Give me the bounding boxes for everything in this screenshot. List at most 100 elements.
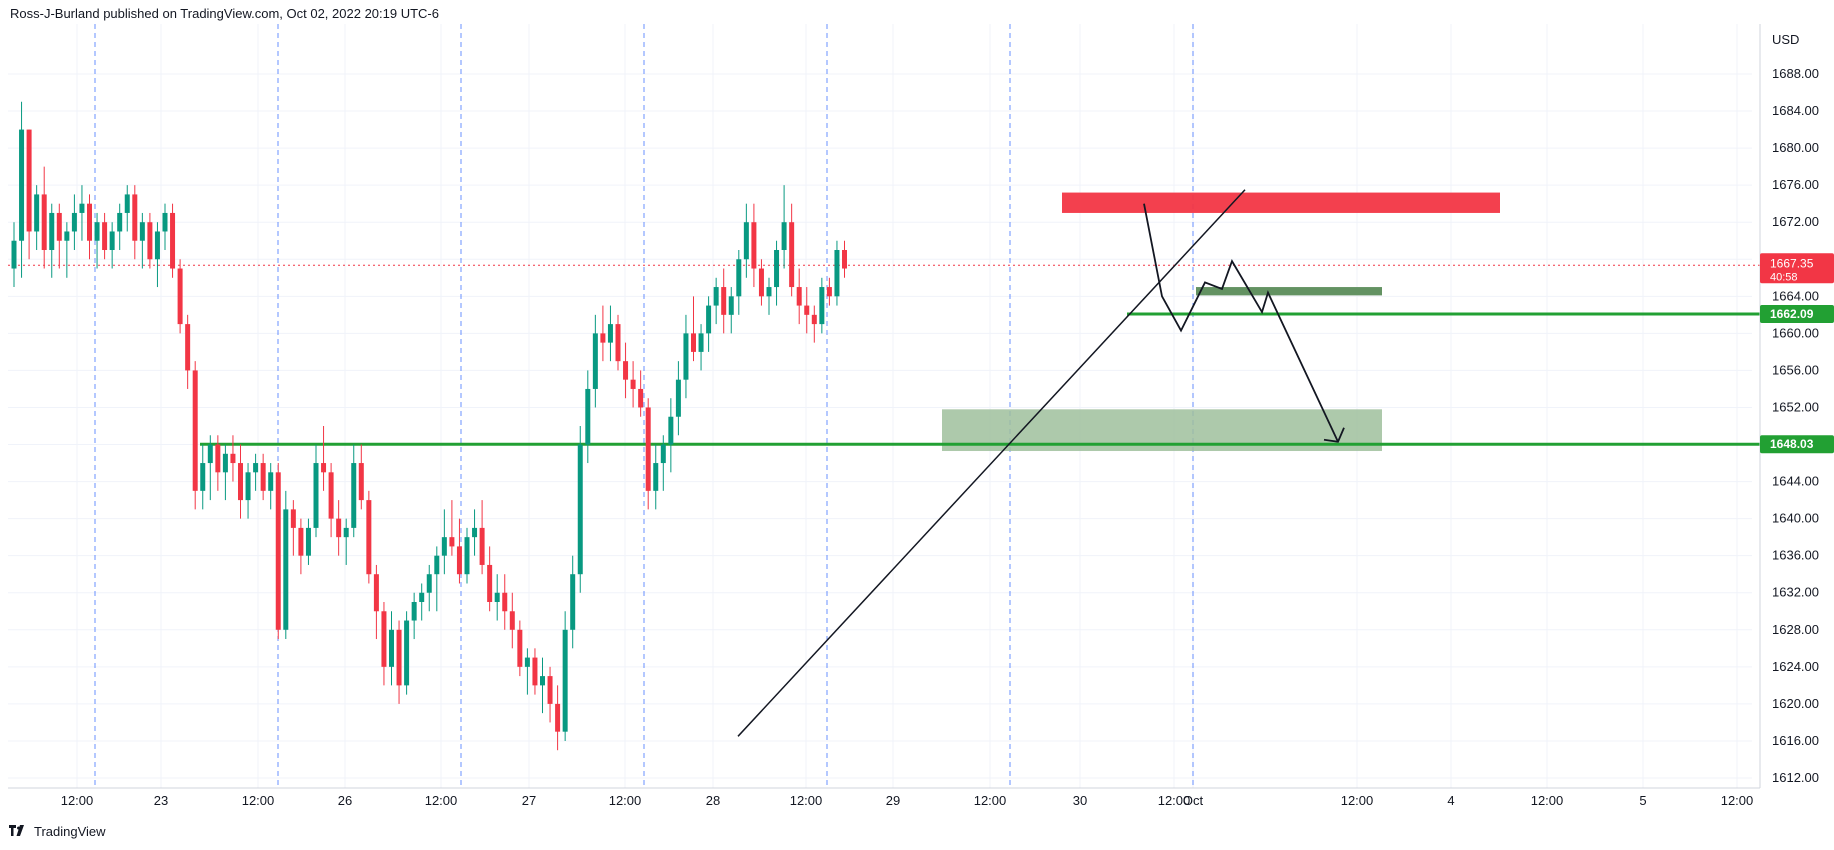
- candle-body: [592, 333, 598, 389]
- candle-body: [87, 203, 92, 241]
- candle-body: [124, 194, 130, 213]
- candle-body: [192, 370, 198, 491]
- candle-body: [675, 379, 681, 417]
- candle-body: [479, 527, 485, 565]
- y-tick-label: 1660.00: [1772, 325, 1819, 340]
- y-tick-label: 1656.00: [1772, 362, 1819, 377]
- projection-path: [1143, 203, 1339, 443]
- candle-body: [721, 287, 727, 315]
- candle-body: [79, 203, 85, 213]
- candle-body: [222, 453, 228, 473]
- candle-body: [441, 537, 447, 556]
- candle-body: [41, 194, 47, 250]
- candle-body: [774, 250, 780, 288]
- candle-body: [585, 388, 591, 445]
- level-price-badge: [1760, 305, 1834, 324]
- x-tick-label: 12:00: [609, 793, 642, 808]
- candle-body: [147, 222, 153, 260]
- candle-body: [366, 500, 372, 575]
- y-tick-label: 1628.00: [1772, 622, 1819, 637]
- candle-body: [245, 472, 251, 501]
- candle-body: [381, 611, 387, 667]
- x-tick-label: 12:00: [61, 793, 94, 808]
- candle-body: [713, 287, 719, 306]
- x-tick-label: 30: [1073, 793, 1087, 808]
- candle-body: [668, 416, 674, 445]
- x-tick-label: 12:00: [1531, 793, 1564, 808]
- candle-body: [336, 518, 342, 538]
- candle-body: [358, 463, 364, 501]
- y-tick-label: 1672.00: [1772, 214, 1819, 229]
- candle-body: [728, 296, 734, 315]
- candle-body: [524, 657, 530, 667]
- current-price-value: 1667.35: [1770, 256, 1814, 270]
- candle-body: [34, 194, 40, 232]
- candle-body: [253, 463, 259, 473]
- candle-body: [698, 333, 704, 352]
- tradingview-footer: TradingView: [8, 824, 106, 839]
- x-tick-label: 12:00: [1158, 793, 1191, 808]
- candle-body: [71, 212, 77, 232]
- candle-body: [177, 268, 183, 325]
- candle-body: [789, 222, 795, 288]
- candle-body: [758, 268, 764, 297]
- candle-body: [706, 305, 712, 334]
- y-tick-label: 1684.00: [1772, 103, 1819, 118]
- y-tick-label: 1620.00: [1772, 696, 1819, 711]
- candle-body: [826, 287, 832, 297]
- x-tick-label: 4: [1447, 793, 1454, 808]
- candle-body: [562, 629, 568, 732]
- trendline: [737, 189, 1246, 737]
- candle-body: [154, 231, 160, 260]
- candle-body: [547, 676, 553, 704]
- zone-resistance: [1062, 192, 1500, 213]
- candle-body: [766, 287, 772, 297]
- candle-body: [426, 574, 432, 593]
- candle-body: [260, 463, 266, 491]
- candle-body: [645, 407, 651, 491]
- candle-body: [419, 592, 425, 602]
- candle-body: [343, 527, 349, 538]
- candle-body: [298, 527, 304, 556]
- candle-body: [607, 324, 613, 343]
- candle-body: [804, 305, 810, 315]
- candle-body: [570, 574, 576, 630]
- candle-body: [268, 472, 274, 491]
- y-tick-label: 1612.00: [1772, 770, 1819, 785]
- candle-body: [653, 463, 659, 491]
- candle-body: [472, 527, 478, 538]
- candle-body: [434, 555, 440, 575]
- candle-body: [555, 703, 561, 732]
- x-tick-label: 29: [886, 793, 900, 808]
- candle-body: [162, 212, 168, 232]
- candle-body: [396, 629, 402, 686]
- candle-body: [207, 444, 213, 464]
- candle-body: [819, 287, 825, 325]
- y-tick-label: 1688.00: [1772, 66, 1819, 81]
- candle-body: [56, 212, 62, 241]
- candle-body: [373, 574, 379, 612]
- y-tick-label: 1624.00: [1772, 659, 1819, 674]
- x-tick-label: 12:00: [974, 793, 1007, 808]
- x-tick-label: 27: [522, 793, 536, 808]
- candle-body: [200, 463, 206, 491]
- candle-body: [283, 509, 289, 630]
- candle-body: [411, 602, 417, 621]
- x-tick-label: 12:00: [242, 793, 275, 808]
- y-tick-label: 1676.00: [1772, 177, 1819, 192]
- candle-body: [290, 509, 296, 528]
- candle-body: [683, 333, 689, 380]
- candle-body: [321, 463, 327, 473]
- candle-body: [502, 592, 508, 612]
- candle-body: [638, 388, 644, 408]
- candle-body: [577, 444, 583, 575]
- candle-body: [170, 212, 176, 269]
- candle-body: [404, 620, 410, 686]
- candle-body: [389, 629, 394, 667]
- x-tick-label: 26: [338, 793, 352, 808]
- x-tick-label: 12:00: [425, 793, 458, 808]
- candle-body: [275, 472, 281, 630]
- candle-body: [600, 333, 606, 343]
- x-tick-label: 5: [1639, 793, 1646, 808]
